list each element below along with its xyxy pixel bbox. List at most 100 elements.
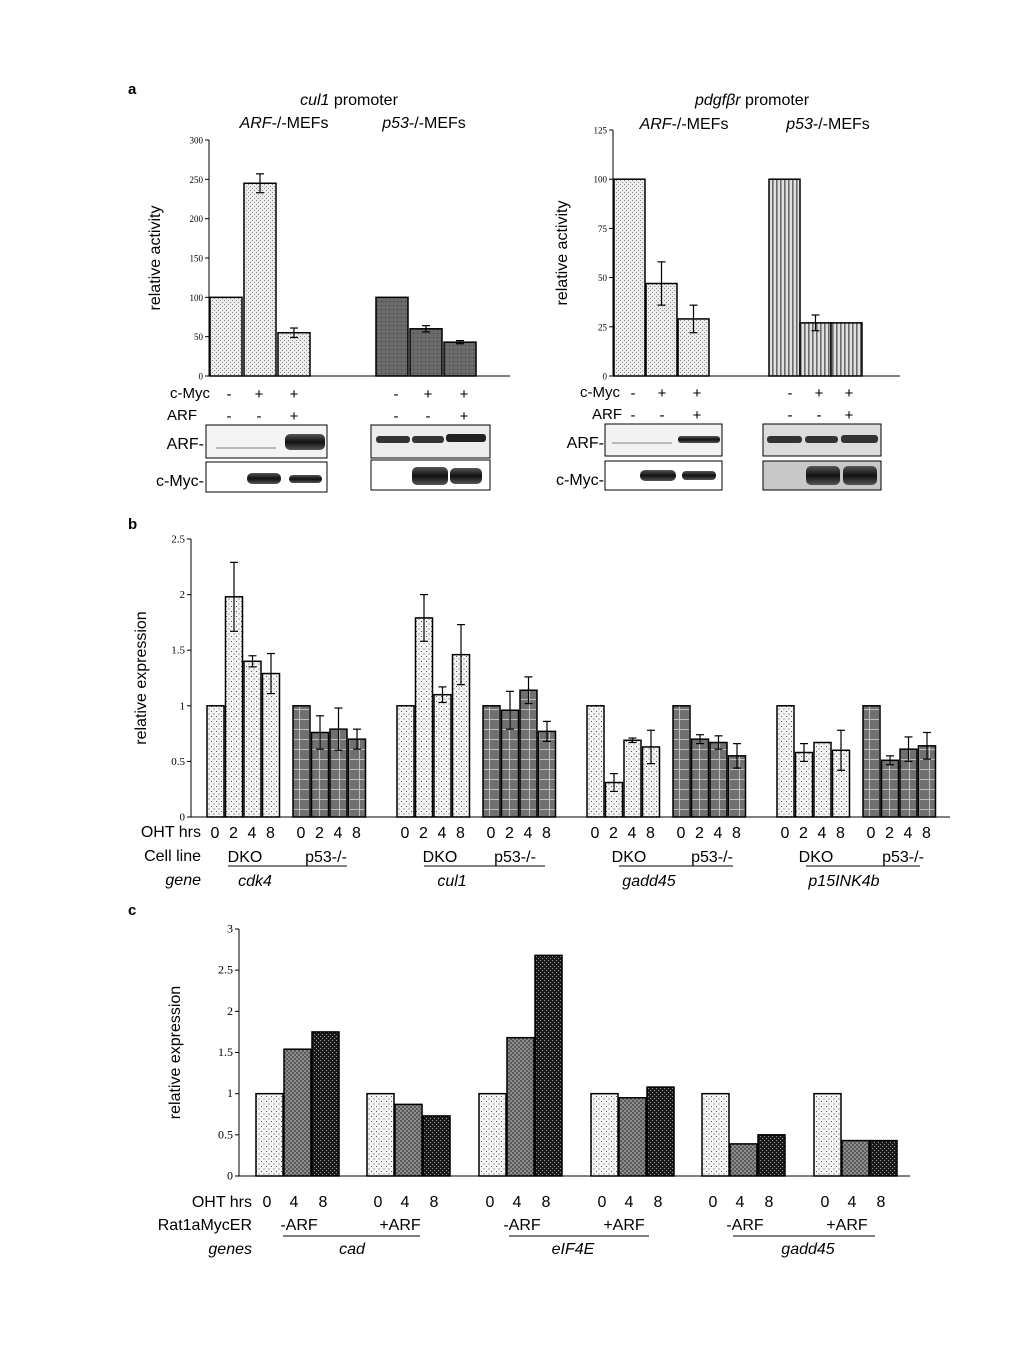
chart-b-bar	[623, 739, 642, 818]
chart-b-hour-label: 2	[609, 825, 618, 842]
chart-b-gene-label: p15INK4b	[807, 873, 879, 890]
blot-label-arf-left: ARF-	[167, 436, 204, 453]
chart-b-hour-label: 0	[677, 825, 686, 842]
chart-a-left-ylabel: relative activity	[147, 206, 164, 311]
chart-b-gene-label: cul1	[437, 873, 466, 890]
chart-c-bar	[311, 1031, 340, 1177]
chart-a-right-ytick-label: 125	[594, 126, 608, 136]
chart-b-ytick-label: 1	[180, 700, 186, 712]
chart-c-hour-label: 8	[319, 1194, 328, 1211]
row-label-cmyc-left: c-Myc	[170, 385, 210, 402]
chart-c-hour-label: 4	[513, 1194, 522, 1211]
chart-b-hour-label: 0	[487, 825, 496, 842]
chart-a-right-ytick-label: 75	[598, 224, 608, 234]
row-label-genes-c: genes	[208, 1241, 252, 1258]
chart-b-gene-label: cdk4	[238, 873, 272, 890]
chart-b-bar	[243, 660, 262, 818]
blot-arf-left-cmyc	[205, 461, 328, 493]
chart-b-p53-label: p53-/-	[494, 849, 536, 866]
panel-label-b: b	[128, 516, 137, 533]
chart-c-condition-label: -ARF	[503, 1217, 541, 1234]
blot-p53-right-cmyc	[762, 460, 882, 491]
chart-b-bar	[776, 705, 795, 818]
chart-c-ytick-label: 0.5	[218, 1127, 233, 1141]
chart-c-ytick-label: 1.5	[218, 1045, 233, 1059]
chart-b-hour-label: 8	[266, 825, 275, 842]
chart-c-condition-label: +ARF	[826, 1217, 868, 1234]
chart-c-condition-label: +ARF	[379, 1217, 421, 1234]
chart-c-hour-label: 8	[877, 1194, 886, 1211]
chart-b-p53-label: p53-/-	[691, 849, 733, 866]
chart-a-left-arf-sign: -	[394, 408, 399, 425]
chart-b-hour-label: 4	[248, 825, 257, 842]
chart-b-hour-label: 4	[904, 825, 913, 842]
chart-a-left-ytick-label: 100	[190, 293, 204, 303]
chart-a-left-cmyc-sign: +	[460, 386, 469, 403]
chart-b-ylabel: relative expression	[133, 611, 150, 744]
chart-b-bar	[709, 741, 728, 818]
chart-b-hour-label: 8	[352, 825, 361, 842]
chart-a-right-arf-sign: -	[631, 407, 636, 424]
chart-c-bar	[478, 1092, 507, 1177]
chart-c-bar	[255, 1092, 284, 1177]
chart-c-hour-label: 4	[848, 1194, 857, 1211]
chart-c-bar	[422, 1115, 451, 1177]
chart-a-right-arf-sign: +	[845, 407, 854, 424]
chart-a-right-cmyc-sign: +	[815, 385, 824, 402]
blot-arf-right-arf	[604, 423, 723, 457]
chart-c-bar	[506, 1036, 535, 1177]
chart-b-hour-label: 0	[591, 825, 600, 842]
chart-c-hour-label: 0	[486, 1194, 495, 1211]
chart-b-hour-label: 4	[438, 825, 447, 842]
chart-a-left-bar	[409, 328, 443, 377]
chart-b-ytick-label: 0.5	[171, 756, 185, 768]
chart-c-ytick-label: 0	[227, 1169, 233, 1183]
chart-b-hour-label: 4	[334, 825, 343, 842]
chart-a-right-bar	[768, 178, 801, 377]
chart-a-left-bar	[243, 182, 277, 377]
chart-c-ytick-label: 2.5	[218, 963, 233, 977]
chart-c-bar	[590, 1092, 619, 1177]
chart-c-ytick-label: 2	[227, 1004, 233, 1018]
chart-c-bar	[813, 1092, 842, 1177]
chart-b-bar	[292, 705, 311, 818]
chart-b-bar	[347, 738, 367, 818]
blot-arf-left-arf	[205, 424, 328, 459]
chart-a-left-cmyc-sign: +	[290, 386, 299, 403]
chart-a-right-bar	[613, 178, 646, 377]
chart-a-left-ytick-label: 50	[194, 332, 204, 342]
chart-b-bar	[672, 705, 691, 818]
row-label-cmyc-right: c-Myc	[580, 384, 620, 401]
chart-a-left-ytick-label: 150	[190, 254, 204, 264]
chart-b-bar	[586, 705, 605, 818]
row-label-oht-c: OHT hrs	[192, 1194, 252, 1211]
chart-b-dko-label: DKO	[612, 849, 647, 866]
chart-c-hour-label: 4	[401, 1194, 410, 1211]
chart-b-hour-label: 8	[836, 825, 845, 842]
chart-b-bar	[813, 741, 832, 818]
chart-b-hour-label: 2	[695, 825, 704, 842]
chart-c-hour-label: 8	[542, 1194, 551, 1211]
chart-b-dko-label: DKO	[799, 849, 834, 866]
chart-b-hour-label: 2	[885, 825, 894, 842]
chart-b-bar	[794, 751, 814, 818]
chart-c-bar	[618, 1097, 647, 1177]
chart-a-left-ytick-label: 0	[199, 372, 204, 382]
chart-a-left-bar	[209, 296, 243, 377]
chart-a-right-ytick-label: 50	[598, 273, 608, 283]
cell-label-arf-right: ARF-/-MEFs	[639, 116, 729, 133]
chart-a-left-bar	[375, 296, 409, 377]
chart-b-hour-label: 4	[818, 825, 827, 842]
chart-a-left-bar	[277, 331, 311, 377]
chart-c-hour-label: 0	[374, 1194, 383, 1211]
row-label-arf-left: ARF	[167, 407, 197, 424]
chart-b-p53-label: p53-/-	[305, 849, 347, 866]
chart-a-right-ytick-label: 25	[598, 322, 608, 332]
chart-b-hour-label: 4	[714, 825, 723, 842]
chart-c-hour-label: 8	[654, 1194, 663, 1211]
row-label-gene-b: gene	[165, 872, 201, 889]
chart-a-left-ytick-label: 300	[190, 136, 204, 146]
chart-a-left-cmyc-sign: -	[227, 386, 232, 403]
